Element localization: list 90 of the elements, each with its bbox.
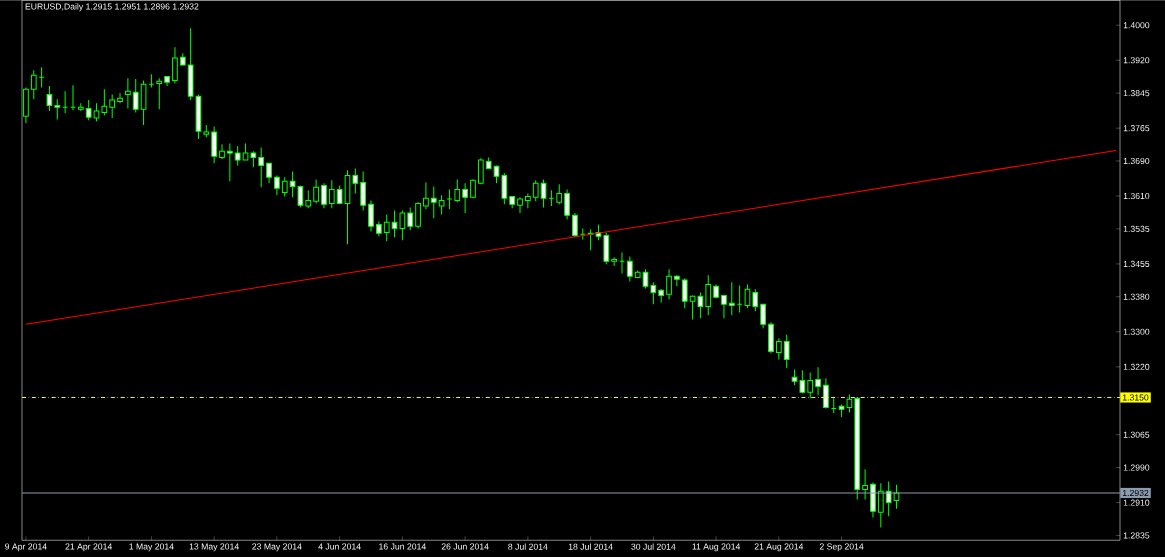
candlestick [172,46,178,84]
candlestick [226,142,233,182]
candlestick [454,178,461,203]
candlestick [721,294,727,319]
candlestick [532,179,539,202]
candlestick [281,176,288,197]
candlestick [219,143,225,160]
candlestick [564,188,570,220]
chart-title: EURUSD,Daily 1.2915 1.2951 1.2896 1.2932 [25,3,199,12]
candlestick [540,178,547,208]
candlestick [525,192,531,209]
candlestick [352,167,359,194]
candlestick [807,371,814,399]
candlestick [328,179,335,209]
ref-line-label: 1.3150 [1122,394,1149,401]
candlestick [556,183,563,205]
candlestick [674,274,680,287]
candlestick [752,288,759,312]
y-tick-label: 1.3920 [1123,57,1150,64]
candlestick [626,255,633,282]
candlestick [877,482,884,528]
x-tick-label: 21 Aug 2014 [754,543,804,552]
x-tick-label: 1 May 2014 [129,543,174,552]
y-tick-label: 1.3765 [1123,124,1150,132]
candlestick [85,99,92,121]
candlestick [666,268,672,300]
candlestick [313,178,319,204]
y-tick-label: 1.3300 [1123,328,1150,335]
x-tick-label: 26 Jun 2014 [441,543,489,550]
y-tick-label: 1.4000 [1123,22,1150,29]
candlestick [266,162,272,184]
y-tick-label: 1.2990 [1123,464,1150,471]
candlestick [728,281,735,316]
candlestick [156,77,163,110]
y-tick-label: 1.3220 [1123,363,1150,370]
candlestick [572,212,578,238]
candlestick [815,366,821,396]
candlestick [54,98,61,120]
candlestick [117,92,123,104]
candlestick [517,196,523,214]
x-tick-label: 30 Jul 2014 [631,543,676,550]
y-tick-label: 1.3690 [1123,157,1150,164]
candlestick [783,333,790,369]
candlestick [823,377,829,409]
candlestick [234,145,241,166]
candlestick [744,283,751,309]
x-tick-label: 13 May 2014 [189,543,239,552]
candlestick [109,93,116,119]
candlestick [462,182,468,214]
ref-line-label: 1.2932 [1122,489,1149,496]
candlestick [430,185,437,219]
candlestick [611,256,617,267]
x-tick-label: 8 Jul 2014 [508,543,548,550]
y-tick-label: 1.3535 [1123,225,1150,232]
x-tick-label: 4 Jun 2014 [318,543,361,550]
candlestick [360,170,367,211]
candlestick [760,303,767,329]
y-tick-label: 1.3845 [1123,89,1150,97]
candlestick [705,274,712,316]
x-tick-label: 21 Apr 2014 [65,543,112,552]
candlestick [368,199,374,232]
candlestick [415,201,421,229]
candlestick [775,337,782,360]
candlestick [681,277,688,309]
x-tick-label: 23 May 2014 [252,543,302,552]
candlestick [383,213,390,242]
y-tick-label: 1.3380 [1123,293,1150,300]
y-tick-label: 1.2835 [1123,532,1150,539]
candlestick [438,194,445,215]
candlestick [30,69,37,100]
x-tick-label: 16 Jun 2014 [379,543,426,550]
y-tick-label: 1.3455 [1123,260,1150,267]
candlestick [446,188,453,210]
candlestick [125,77,131,109]
x-tick-label: 2 Sep 2014 [819,543,864,552]
y-tick-label: 1.2910 [1123,499,1150,506]
candlestick [423,181,429,210]
candlestick [477,157,484,185]
candlestick [321,182,327,209]
candlestick [862,468,868,500]
x-tick-label: 11 Aug 2014 [692,543,741,552]
x-tick-label: 18 Jul 2014 [568,543,613,550]
candlestick [132,78,139,113]
candlestick [46,85,53,112]
y-tick-label: 1.3610 [1123,192,1150,199]
y-tick-label: 1.3065 [1123,431,1150,438]
candlestick [407,206,414,231]
candlestick [258,146,265,188]
candlestick [274,174,280,196]
x-tick-label: 9 Apr 2014 [5,543,47,552]
